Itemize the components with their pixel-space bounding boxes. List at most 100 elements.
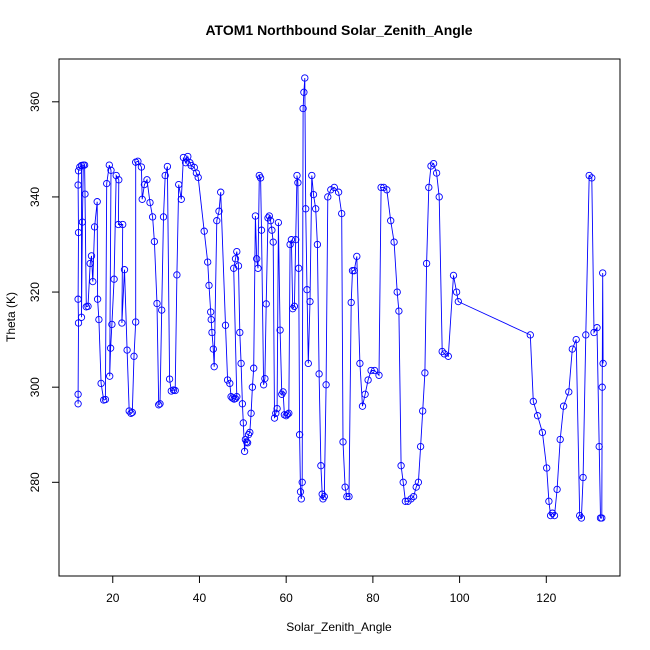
data-point [76,163,84,171]
data-point [253,255,261,263]
y-tick-label: 320 [28,282,42,302]
data-point [577,514,586,522]
data-point [128,408,136,417]
data-point [412,483,420,491]
data-point [74,390,82,398]
data-point [548,509,557,517]
data-point [543,464,551,472]
data-point [247,409,255,417]
data-point [246,428,254,437]
data-point [118,319,126,327]
data-point [538,428,547,437]
data-point [556,435,564,444]
data-point [105,161,113,169]
data-point [553,485,561,494]
y-tick-label: 340 [28,187,42,207]
chart-title: ATOM1 Northbound Solar_Zenith_Angle [205,22,472,38]
data-point [233,247,241,256]
data-point [80,161,89,169]
data-point [295,431,304,439]
data-point [132,318,140,326]
data-point [107,166,115,174]
data-point [274,218,283,227]
data-point [215,207,223,215]
y-tick-label: 300 [28,377,42,397]
data-point [568,345,576,353]
series-layer [74,74,607,522]
data-point [230,264,238,272]
data-point [339,438,347,446]
data-point [579,473,587,482]
y-tick-label: 360 [28,91,42,111]
data-point [582,331,590,339]
data-point [74,319,83,327]
data-point [95,315,103,324]
data-point [114,220,123,229]
data-point [308,171,316,180]
data-point [165,375,174,383]
data-point [74,167,83,175]
data-point [150,237,159,246]
data-point [123,346,131,354]
data-point [289,305,297,313]
x-tick-label: 20 [106,591,120,605]
data-point [120,266,129,274]
data-point [347,298,355,307]
data-point [78,218,87,226]
data-point [303,286,311,294]
data-point [559,402,568,410]
data-point [130,352,138,360]
data-point [119,220,127,229]
data-point [338,209,346,218]
data-point [239,419,247,427]
data-point [397,462,405,470]
data-point [387,217,395,225]
data-point [268,226,276,234]
data-point [171,386,179,395]
data-point [282,412,290,420]
data-point [175,180,183,189]
data-point [529,397,537,406]
data-point [204,258,212,266]
data-point [361,390,369,398]
data-point [545,497,553,505]
data-point [148,213,157,221]
data-point [90,223,99,231]
data-point [261,374,269,383]
data-point [266,217,275,225]
data-point [565,388,573,396]
data-point [205,281,213,290]
data-point [599,359,607,368]
x-tick-label: 40 [193,591,207,605]
data-point [364,376,372,384]
data-point [367,366,375,375]
plot-area-frame [58,58,621,577]
data-point [217,188,225,196]
data-point [143,176,151,184]
data-point [77,313,86,321]
data-point [234,262,243,270]
data-point [440,350,449,358]
data-point [416,442,425,451]
data-point [127,409,135,417]
data-point [87,252,96,260]
data-point [240,447,249,456]
data-point [309,190,318,199]
data-point [598,383,606,391]
data-point [438,347,446,356]
data-point [550,511,559,520]
data-point [89,277,97,286]
data-point [300,88,308,96]
data-point [153,299,161,308]
data-point [294,179,302,187]
data-point [233,393,241,401]
data-point [184,152,192,161]
series-line [77,77,604,520]
data-point [533,412,542,420]
data-point [273,404,281,413]
data-point [302,205,310,213]
data-point [297,495,305,503]
x-tick-label: 80 [366,591,380,605]
data-point [74,400,82,408]
data-point [345,492,353,501]
